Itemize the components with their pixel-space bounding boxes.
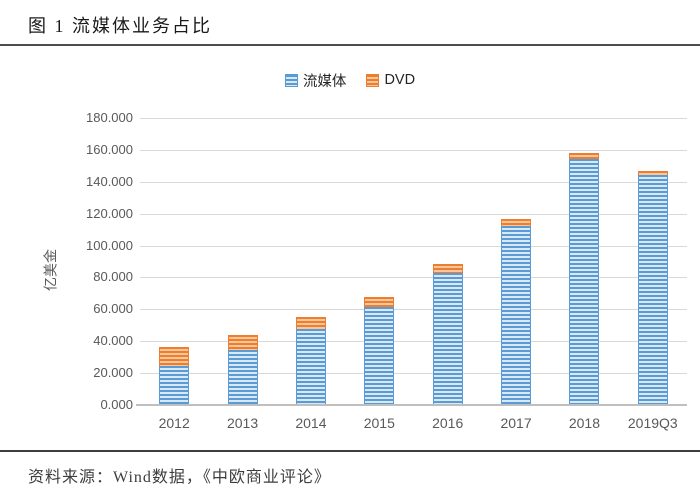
dvd-legend-label: DVD (384, 72, 416, 88)
figure-title: 图 1 流媒体业务占比 (28, 16, 212, 36)
bar-2012-streaming (159, 365, 190, 405)
bar-2018-streaming (569, 158, 600, 405)
y-tick-label: 0.000 (100, 397, 133, 412)
y-tick-label: 20.000 (93, 365, 133, 381)
plot-area (140, 118, 687, 405)
bar-2015-streaming (364, 307, 395, 405)
bar-2016-streaming (432, 272, 463, 405)
x-axis-line (136, 404, 687, 406)
source-note: 资料来源：Wind数据，《中欧商业评论》 (28, 469, 331, 486)
gridline (140, 277, 687, 279)
gridline (140, 341, 687, 343)
footer-divider (0, 450, 700, 452)
chart-legend: 流媒体 DVD (0, 70, 700, 91)
bar-2017-dvd (501, 218, 532, 226)
y-tick-label: 160.000 (86, 141, 133, 157)
bar-2013-dvd (227, 335, 258, 350)
x-axis-category-label: 2013 (226, 415, 259, 431)
x-axis-category-label: 2015 (363, 415, 395, 431)
x-axis-category-label: 2017 (500, 415, 532, 431)
y-tick-label: 140.000 (86, 173, 133, 189)
x-axis-category-label: 2019Q3 (627, 415, 678, 431)
streaming-legend-swatch (284, 73, 298, 87)
gridline (140, 181, 687, 183)
legend-item-streaming: 流媒体 (284, 70, 347, 91)
bar-2019Q3-dvd (637, 170, 668, 175)
y-tick-label: 120.000 (86, 205, 133, 221)
bar-2017-streaming (501, 225, 532, 405)
bar-2019Q3-streaming (637, 174, 668, 405)
dvd-legend-swatch (366, 73, 380, 87)
bar-2016-dvd (432, 264, 463, 273)
bar-2014-streaming (295, 329, 326, 405)
y-tick-label: 80.000 (93, 269, 133, 285)
y-tick-label: 60.000 (93, 301, 133, 317)
legend-item-dvd: DVD (366, 72, 415, 88)
y-tick-label: 40.000 (93, 333, 133, 349)
bar-2013-streaming (227, 349, 258, 405)
title-divider (0, 44, 700, 46)
gridline (140, 373, 687, 375)
bar-2014-dvd (295, 317, 326, 330)
bar-2012-dvd (159, 347, 190, 366)
y-tick-label: 100.000 (86, 237, 133, 253)
x-axis-category-label: 2016 (432, 415, 464, 431)
x-axis-category-label: 2012 (158, 415, 190, 431)
y-tick-label: 180.000 (86, 110, 133, 125)
bar-2018-dvd (569, 153, 600, 159)
gridline (140, 245, 687, 247)
streaming-legend-label: 流媒体 (302, 73, 347, 90)
gridline (140, 213, 687, 215)
bar-2015-dvd (364, 296, 395, 308)
gridline (140, 309, 687, 311)
gridline (140, 118, 687, 119)
gridline (140, 149, 687, 151)
x-axis-category-label: 2014 (295, 415, 327, 431)
x-axis-category-label: 2018 (568, 415, 601, 431)
